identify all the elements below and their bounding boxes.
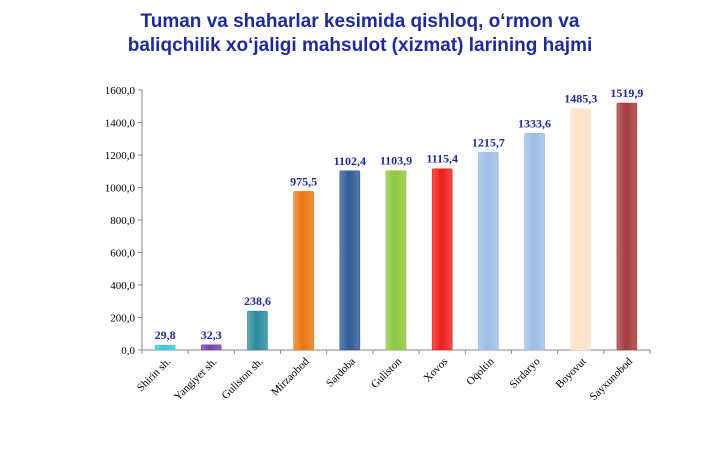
x-category-label: Guliston (369, 355, 405, 391)
x-category-label: Shirin sh. (135, 355, 173, 393)
y-tick-label: 0,0 (121, 345, 135, 357)
data-label: 975,5 (290, 174, 317, 188)
x-category-label: Mirzaobod (269, 355, 312, 398)
x-category-label: Sayxunobod (588, 355, 636, 403)
y-tick-label: 1600,0 (105, 85, 136, 97)
y-tick-label: 800,0 (110, 215, 135, 227)
data-label: 1103,9 (380, 154, 412, 168)
x-category-label: Boyovut (554, 356, 589, 391)
y-tick-label: 1000,0 (105, 183, 136, 195)
bar-sirdaryo (524, 132, 545, 351)
bar-xovos (431, 168, 453, 351)
y-tick-label: 200,0 (110, 313, 135, 325)
chart-title-line-2: baliqchilik xo‘jaligi mahsulot (xizmat) … (127, 35, 593, 56)
y-tick-label: 1400,0 (105, 118, 136, 130)
bar-sayxunobod (616, 102, 638, 351)
x-category-label: Sardoba (324, 356, 358, 390)
bar-mirzaobod (293, 191, 314, 351)
x-category-label: Guliston sh. (219, 355, 265, 401)
bar-yangiyer-sh- (200, 344, 222, 351)
x-category-label: Xovos (421, 356, 450, 385)
data-label: 1519,9 (610, 86, 643, 100)
chart-title-line-1: Tuman va shaharlar kesimida qishloq, o‘r… (140, 11, 580, 32)
bar-sardoba (339, 170, 361, 351)
data-label: 29,8 (155, 328, 176, 342)
data-label: 32,3 (201, 328, 222, 342)
data-label: 1215,7 (472, 135, 505, 149)
bar-shirin-sh- (154, 344, 176, 351)
bar-guliston (385, 170, 407, 351)
x-category-label: Oqoltin (464, 355, 497, 388)
y-tick-label: 600,0 (110, 248, 135, 260)
data-label: 238,6 (244, 294, 271, 308)
y-tick-label: 400,0 (110, 280, 135, 292)
x-category-label: Yangiyer sh. (172, 355, 220, 403)
y-tick-label: 1200,0 (105, 150, 136, 162)
bar-oqoltin (478, 152, 499, 351)
data-label: 1485,3 (564, 92, 597, 106)
data-label: 1102,4 (334, 154, 366, 168)
x-category-label: Sirdaryo (507, 355, 543, 391)
bar-boyovut (570, 108, 592, 351)
data-label: 1333,6 (518, 116, 551, 130)
chart-title: Tuman va shaharlar kesimida qishloq, o‘r… (40, 10, 680, 58)
data-label: 1115,4 (426, 152, 458, 166)
bar-guliston-sh- (247, 310, 268, 351)
